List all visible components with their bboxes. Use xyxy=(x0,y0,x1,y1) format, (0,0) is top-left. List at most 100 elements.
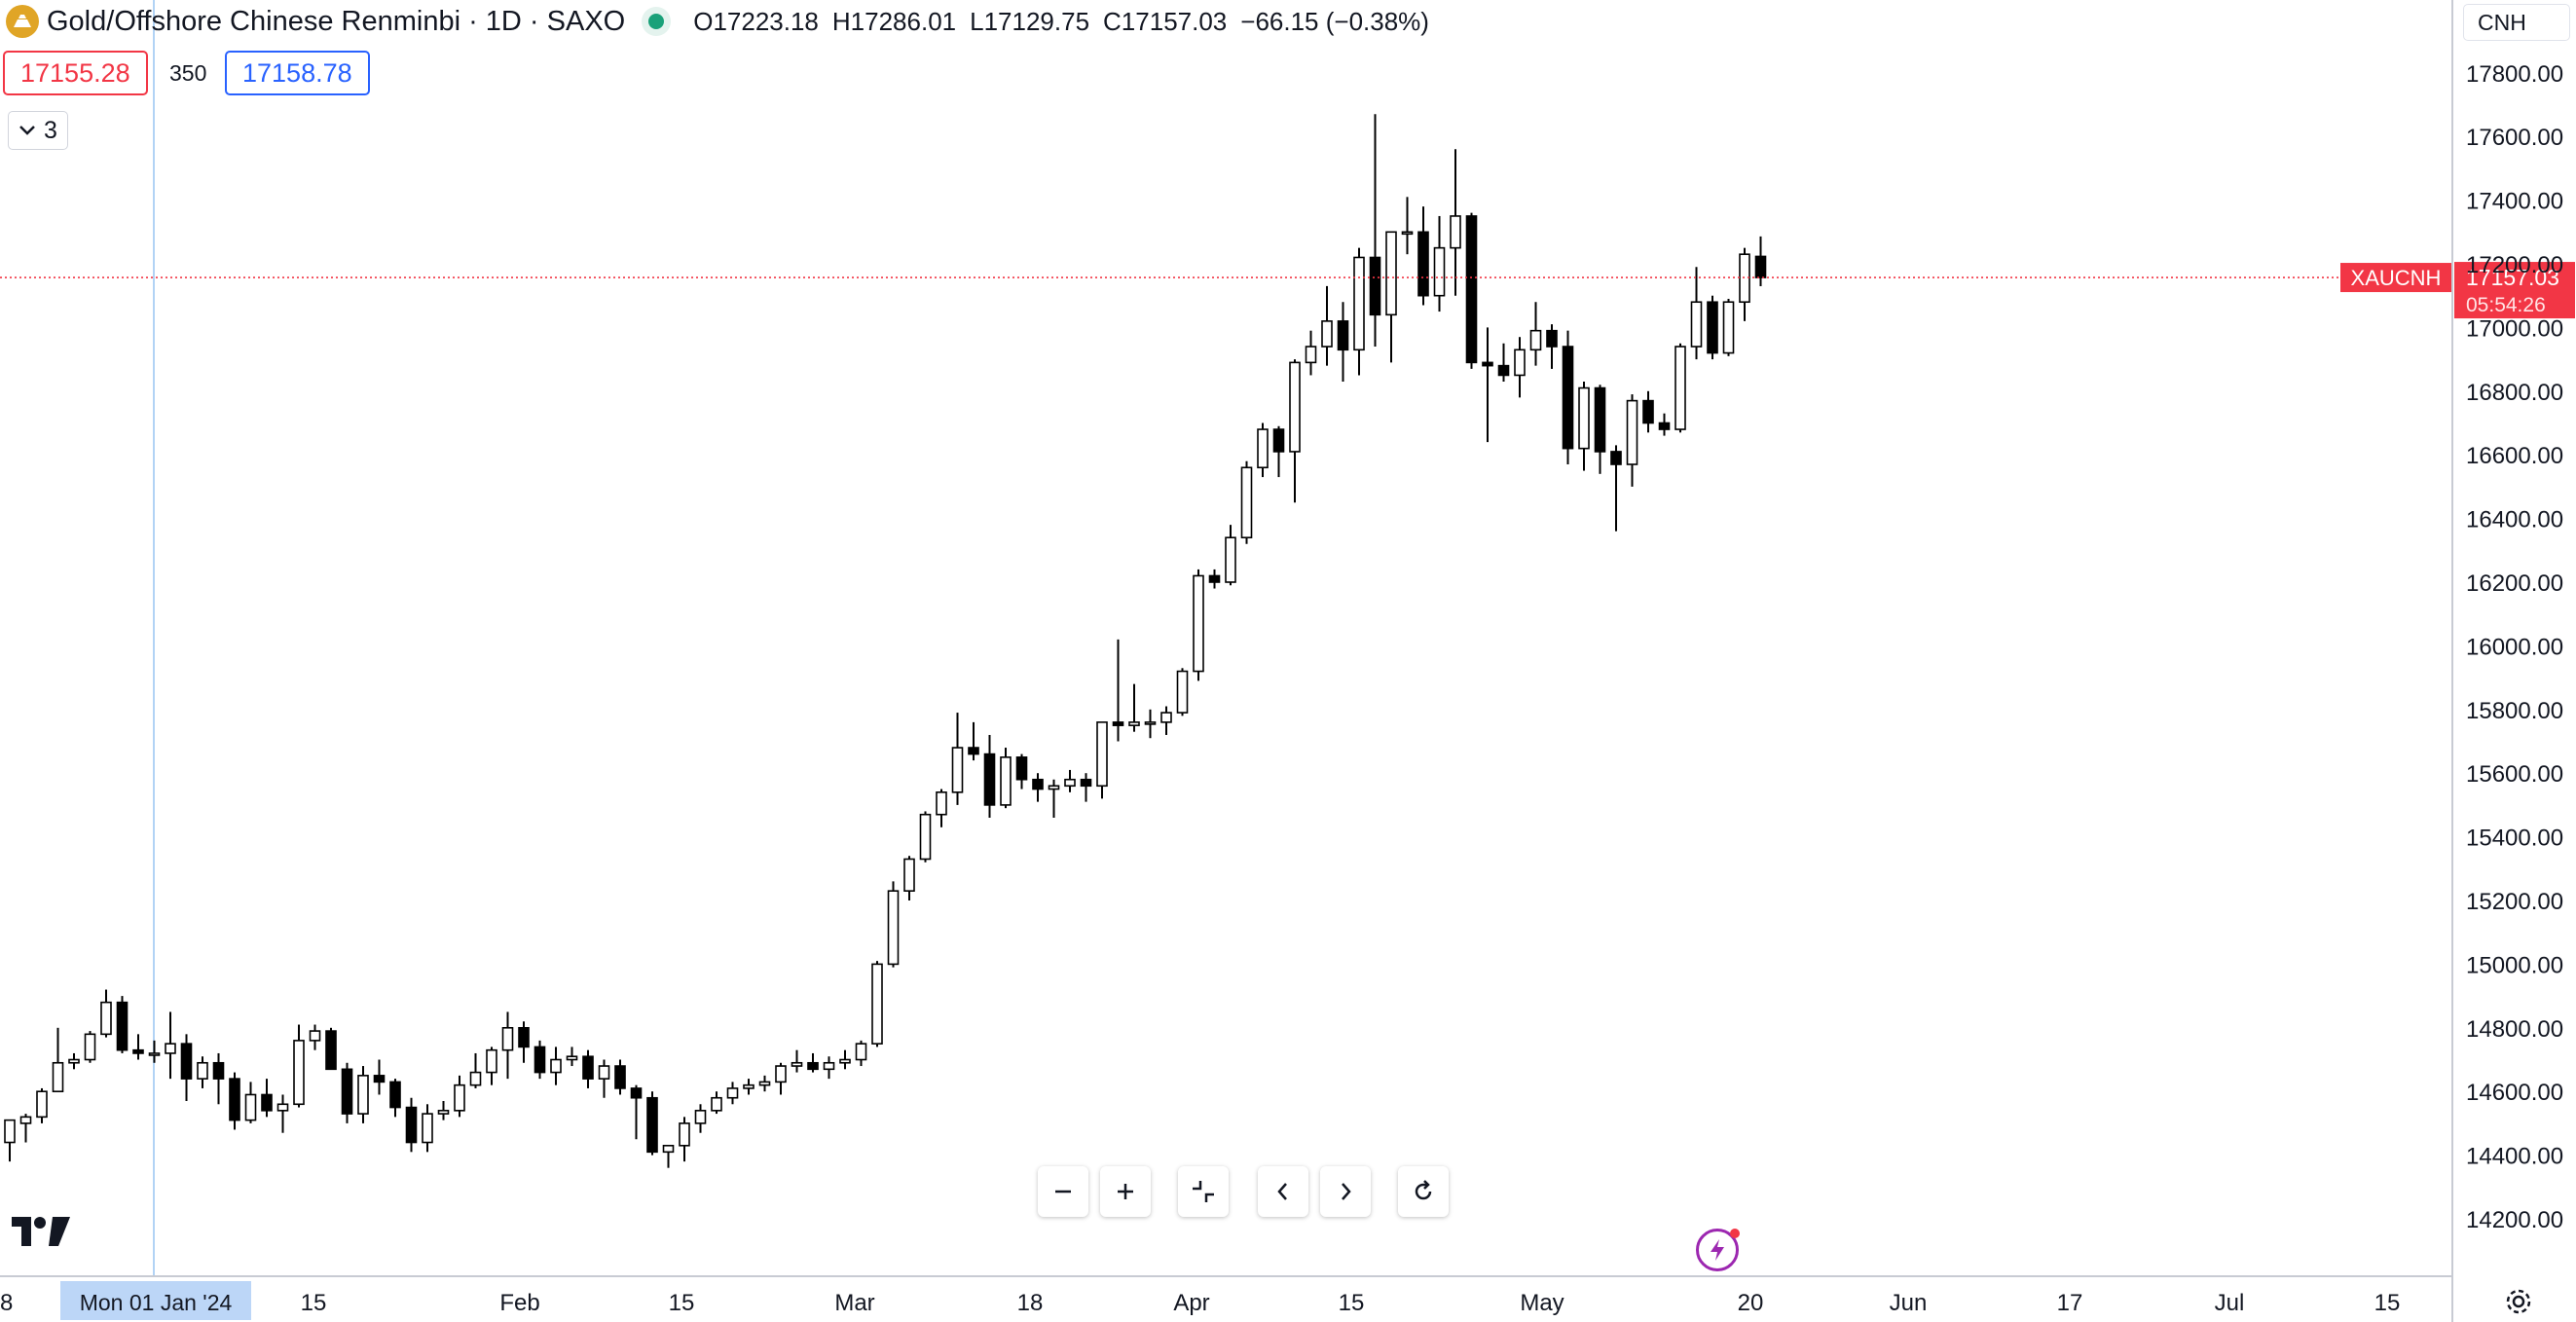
market-status-icon[interactable] xyxy=(648,14,665,29)
candle[interactable] xyxy=(1754,236,1767,286)
candle[interactable] xyxy=(1658,413,1671,436)
candle[interactable] xyxy=(1626,394,1638,487)
candle[interactable] xyxy=(4,1119,16,1162)
candle[interactable] xyxy=(1707,295,1718,360)
candle[interactable] xyxy=(261,1079,273,1118)
candle[interactable] xyxy=(807,1052,819,1073)
symbol-title[interactable]: Gold/Offshore Chinese Renminbi · 1D · SA… xyxy=(47,5,626,37)
candle[interactable] xyxy=(276,1094,289,1133)
candle[interactable] xyxy=(501,1011,514,1080)
candle[interactable] xyxy=(148,1040,161,1063)
candle[interactable] xyxy=(1642,390,1654,433)
candle[interactable] xyxy=(1385,231,1397,363)
candle[interactable] xyxy=(1064,769,1076,792)
candle[interactable] xyxy=(1690,267,1703,360)
candle[interactable] xyxy=(758,1075,771,1092)
candle[interactable] xyxy=(518,1021,530,1063)
candle[interactable] xyxy=(679,1117,690,1162)
candle[interactable] xyxy=(469,1052,482,1088)
candle[interactable] xyxy=(582,1049,594,1088)
candle[interactable] xyxy=(887,881,900,968)
buy-button[interactable]: 17158.78 xyxy=(225,51,370,95)
candle[interactable] xyxy=(293,1024,305,1108)
candle[interactable] xyxy=(646,1091,658,1156)
candle[interactable] xyxy=(1514,337,1526,398)
candle[interactable] xyxy=(1610,445,1622,532)
candle[interactable] xyxy=(1000,748,1012,809)
candle[interactable] xyxy=(951,713,964,805)
candle[interactable] xyxy=(1289,359,1301,503)
candle[interactable] xyxy=(1369,114,1381,348)
candle[interactable] xyxy=(180,1034,193,1102)
candle[interactable] xyxy=(1321,285,1333,366)
currency-selector[interactable]: CNH xyxy=(2463,4,2570,41)
candle[interactable] xyxy=(373,1059,386,1095)
candle[interactable] xyxy=(1482,327,1493,443)
candle[interactable] xyxy=(229,1072,240,1130)
candle[interactable] xyxy=(1160,706,1172,735)
candle[interactable] xyxy=(1497,343,1510,382)
candle[interactable] xyxy=(1546,324,1558,369)
candle[interactable] xyxy=(1112,639,1124,742)
settings-icon[interactable] xyxy=(2504,1287,2533,1316)
candle[interactable] xyxy=(1722,298,1735,356)
candle[interactable] xyxy=(711,1091,722,1115)
candle[interactable] xyxy=(662,1144,675,1168)
candle[interactable] xyxy=(84,1031,96,1063)
candle[interactable] xyxy=(1144,709,1157,739)
candle[interactable] xyxy=(968,721,979,761)
candle[interactable] xyxy=(1305,330,1317,376)
candle[interactable] xyxy=(341,1062,353,1123)
candle[interactable] xyxy=(325,1027,337,1071)
candle[interactable] xyxy=(116,996,129,1053)
candle[interactable] xyxy=(743,1079,754,1095)
candle[interactable] xyxy=(1337,302,1349,382)
candle[interactable] xyxy=(871,961,883,1047)
candle[interactable] xyxy=(197,1056,208,1088)
scroll-left-button[interactable] xyxy=(1258,1166,1308,1217)
candle[interactable] xyxy=(1048,779,1060,818)
candle[interactable] xyxy=(1080,773,1092,802)
candle[interactable] xyxy=(100,989,112,1038)
sell-button[interactable]: 17155.28 xyxy=(3,51,148,95)
reset-zoom-button[interactable] xyxy=(1178,1166,1229,1217)
scroll-right-button[interactable] xyxy=(1320,1166,1371,1217)
candle[interactable] xyxy=(903,856,915,900)
candle[interactable] xyxy=(726,1082,739,1105)
candle[interactable] xyxy=(486,1047,497,1085)
candle[interactable] xyxy=(1128,683,1140,732)
candle[interactable] xyxy=(1096,721,1108,799)
candle[interactable] xyxy=(1562,330,1574,465)
tradingview-logo-icon[interactable] xyxy=(10,1215,72,1248)
candle[interactable] xyxy=(19,1114,32,1143)
candle[interactable] xyxy=(1225,525,1236,586)
candle[interactable] xyxy=(775,1062,787,1095)
candle[interactable] xyxy=(936,789,947,827)
candle[interactable] xyxy=(1240,460,1253,544)
candle[interactable] xyxy=(68,1052,80,1070)
symbol-logo-icon[interactable] xyxy=(6,5,39,38)
candle[interactable] xyxy=(1417,206,1429,306)
candle[interactable] xyxy=(630,1084,643,1140)
candle[interactable] xyxy=(454,1075,465,1118)
candle[interactable] xyxy=(694,1104,707,1133)
candle[interactable] xyxy=(1015,753,1028,790)
candle[interactable] xyxy=(1032,773,1044,802)
candle[interactable] xyxy=(437,1101,450,1120)
candle[interactable] xyxy=(1193,569,1204,681)
candle[interactable] xyxy=(1450,149,1461,296)
candle[interactable] xyxy=(1578,381,1590,471)
candle[interactable] xyxy=(566,1047,578,1067)
candle[interactable] xyxy=(550,1047,562,1085)
candle[interactable] xyxy=(1208,569,1221,589)
zoom-out-button[interactable] xyxy=(1038,1166,1088,1217)
candle[interactable] xyxy=(212,1052,225,1105)
candle[interactable] xyxy=(1353,247,1365,376)
candle[interactable] xyxy=(983,734,996,818)
candle[interactable] xyxy=(1739,247,1750,321)
candle[interactable] xyxy=(422,1104,433,1153)
candle[interactable] xyxy=(791,1049,803,1073)
indicators-toggle-button[interactable]: 3 xyxy=(8,111,68,150)
candle[interactable] xyxy=(405,1097,418,1153)
